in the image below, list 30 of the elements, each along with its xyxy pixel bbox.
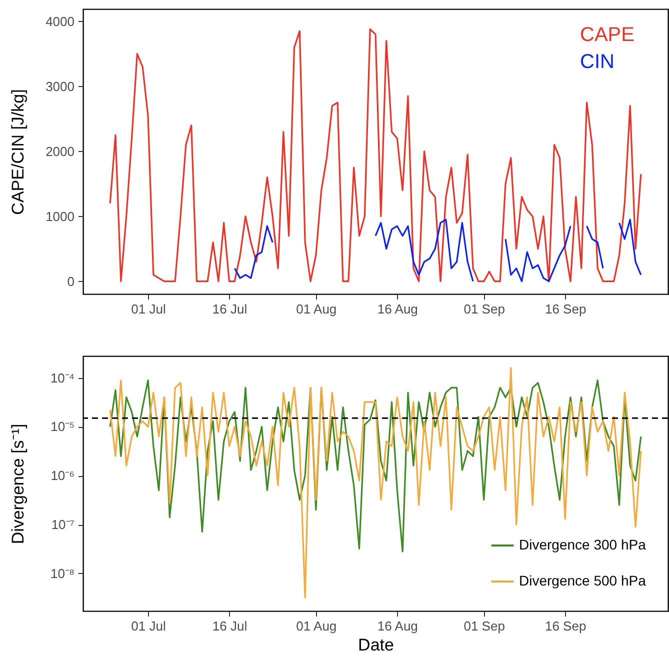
y-tick-label: 10⁻⁸ [50,566,74,581]
x-tick-label: 01 Aug [296,302,337,316]
y-tick-label: 1000 [46,208,74,224]
text: CAPE [580,24,634,46]
y-tick-label: 4000 [46,14,74,29]
x-tick-label: 16 Aug [377,302,418,316]
x-axis-title: Date [358,636,394,654]
legend-label: Divergence 300 hPa [519,536,646,552]
x-tick-label: 01 Jul [131,302,166,316]
y-axis-title: CAPE/CIN [J/kg] [8,89,28,215]
line-series [109,28,642,282]
y-tick-label: 3000 [46,78,74,94]
x-tick-label: 16 Aug [377,618,418,634]
x-tick-label: 16 Sep [544,302,586,316]
text: CIN [580,51,614,73]
y-tick-label: 10⁻⁶ [50,468,74,484]
x-tick-label: 16 Sep [544,618,586,634]
x-tick-label: 01 Jul [131,618,166,634]
x-tick-label: 01 Aug [296,618,337,634]
y-tick-label: 2000 [46,144,74,159]
x-tick-label: 01 Sep [464,618,505,634]
y-axis-title: Divergence [s⁻¹] [8,424,28,544]
y-tick-label: 10⁻⁵ [50,419,74,434]
y-tick-label: 10⁻⁴ [50,370,74,386]
x-tick-label: 16 Jul [212,302,248,316]
y-tick-label: 0 [67,274,74,289]
y-tick-label: 10⁻⁷ [51,517,75,532]
x-tick-label: 01 Sep [464,302,505,316]
x-tick-label: 16 Jul [212,618,248,634]
legend-label: Divergence 500 hPa [519,572,646,588]
